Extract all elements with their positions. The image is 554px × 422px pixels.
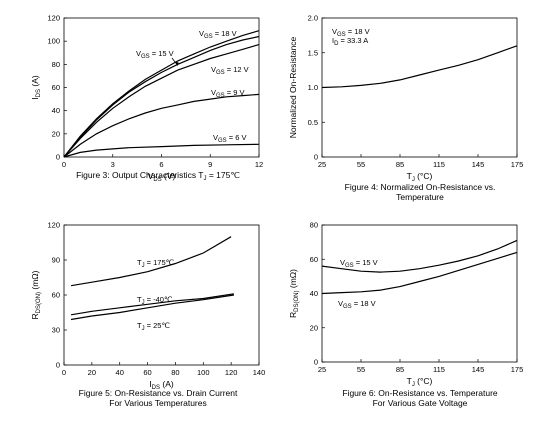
y-tick-label: 80 bbox=[310, 221, 318, 230]
series-line-1 bbox=[70, 236, 232, 287]
y-tick-label: 60 bbox=[52, 83, 60, 92]
y-axis-label: RDS(ON) (mΩ) bbox=[288, 269, 300, 318]
curve-label: VGS = 18 V bbox=[199, 29, 237, 40]
x-tick-label: 140 bbox=[253, 368, 266, 377]
curve-label: VGS = 12 V bbox=[211, 65, 249, 76]
x-tick-label: 175 bbox=[511, 365, 524, 374]
x-axis-label: TJ (°C) bbox=[407, 376, 433, 388]
series-line-2 bbox=[70, 293, 234, 316]
y-tick-label: 0 bbox=[314, 358, 318, 367]
series-line-2 bbox=[63, 35, 260, 158]
x-axis-label: VDS (V) bbox=[148, 171, 176, 183]
x-tick-label: 25 bbox=[318, 160, 326, 169]
x-tick-label: 85 bbox=[396, 365, 404, 374]
y-tick-label: 1.5 bbox=[308, 48, 318, 57]
x-tick-label: 80 bbox=[171, 368, 179, 377]
x-tick-label: 145 bbox=[472, 160, 485, 169]
series-line-4 bbox=[63, 93, 260, 158]
x-axis-label: IDS (A) bbox=[149, 379, 174, 391]
y-tick-label: 0 bbox=[56, 361, 60, 370]
label-pointer-line bbox=[171, 57, 179, 66]
curve-label: TJ = -40℃ bbox=[137, 295, 173, 306]
x-tick-label: 115 bbox=[433, 365, 445, 374]
y-tick-label: 0.5 bbox=[308, 118, 318, 127]
curve-label: VGS = 15 V bbox=[136, 49, 174, 60]
y-tick-label: 60 bbox=[310, 255, 318, 264]
x-tick-label: 55 bbox=[357, 365, 365, 374]
chart-on-resistance-vs-temperature: 25 55 85 115 145 175 0 20 40 60 80 TJ (°C) RDS(ON) (… bbox=[288, 221, 523, 409]
series-line-3 bbox=[70, 294, 234, 321]
y-tick-label: 80 bbox=[52, 60, 60, 69]
x-tick-label: 0 bbox=[62, 160, 66, 169]
plot-frame bbox=[321, 224, 518, 363]
x-tick-label: 40 bbox=[116, 368, 124, 377]
x-tick-label: 25 bbox=[318, 365, 326, 374]
x-tick-label: 145 bbox=[472, 365, 485, 374]
figure-caption-line: Figure 6: On-Resistance vs. Temperature bbox=[342, 388, 498, 398]
y-axis-label: IDS (A) bbox=[30, 75, 42, 100]
curve-label: VGS = 15 V bbox=[340, 258, 378, 269]
y-axis-label: Normalized On-Resistance bbox=[288, 36, 298, 138]
x-tick-label: 6 bbox=[159, 160, 163, 169]
x-tick-label: 3 bbox=[111, 160, 115, 169]
series-line-2 bbox=[321, 251, 518, 295]
x-tick-label: 9 bbox=[208, 160, 212, 169]
x-tick-label: 115 bbox=[433, 160, 445, 169]
x-tick-label: 20 bbox=[88, 368, 96, 377]
y-tick-label: 2.0 bbox=[308, 14, 318, 23]
figure-caption-line: Figure 5: On-Resistance vs. Drain Curren… bbox=[79, 388, 238, 398]
chart-on-resistance-vs-current: 0 20 40 60 80 100 120 140 0 30 60 90 120 IDS (A) RDS(O… bbox=[30, 221, 265, 409]
x-tick-label: 85 bbox=[396, 160, 404, 169]
x-tick-label: 0 bbox=[62, 368, 66, 377]
x-tick-label: 175 bbox=[511, 160, 524, 169]
y-axis-label: RDS(ON) (mΩ) bbox=[30, 270, 42, 319]
y-tick-label: 30 bbox=[52, 326, 60, 335]
y-tick-label: 40 bbox=[310, 289, 318, 298]
x-axis-label: TJ (°C) bbox=[407, 171, 433, 183]
figure-caption-line: For Various Temperatures bbox=[109, 398, 206, 408]
y-tick-label: 0 bbox=[314, 153, 318, 162]
y-tick-label: 90 bbox=[52, 256, 60, 265]
y-tick-label: 40 bbox=[52, 106, 60, 115]
y-tick-label: 0 bbox=[56, 153, 60, 162]
x-tick-label: 120 bbox=[225, 368, 238, 377]
x-tick-label: 60 bbox=[143, 368, 151, 377]
curve-label: VGS = 6 V bbox=[213, 133, 247, 144]
figure-caption-line: Figure 4: Normalized On-Resistance vs. bbox=[345, 182, 496, 192]
y-tick-label: 1.0 bbox=[308, 83, 318, 92]
chart-normalized-on-resistance: 25 55 85 115 145 175 0 0.5 1.0 1.5 2.0 TJ (°C) Norma… bbox=[288, 14, 523, 203]
series-line-5 bbox=[63, 143, 260, 158]
series-line-3 bbox=[63, 44, 260, 158]
curve-label: VGS = 9 V bbox=[211, 88, 245, 99]
label-pointer-arrowhead bbox=[174, 61, 179, 66]
figure-caption-line: For Various Gate Voltage bbox=[373, 398, 468, 408]
series-line-1 bbox=[321, 45, 518, 89]
y-tick-label: 20 bbox=[52, 129, 60, 138]
legend-entry: ID = 33.3 A bbox=[332, 36, 368, 47]
curve-label: VGS = 18 V bbox=[338, 299, 376, 310]
y-tick-label: 120 bbox=[47, 14, 60, 23]
y-tick-label: 100 bbox=[47, 37, 60, 46]
curve-label: TJ = 175℃ bbox=[137, 258, 175, 269]
y-tick-label: 60 bbox=[52, 291, 60, 300]
curve-label: TJ = 25℃ bbox=[137, 321, 170, 332]
y-tick-label: 120 bbox=[47, 221, 60, 230]
figure-caption: Figure 3: Output Characteristics TJ = 17… bbox=[76, 170, 240, 182]
y-tick-label: 20 bbox=[310, 323, 318, 332]
legend-entry: VGS = 18 V bbox=[332, 27, 370, 38]
figure-caption-line: Temperature bbox=[396, 192, 444, 202]
x-tick-label: 100 bbox=[197, 368, 210, 377]
x-tick-label: 12 bbox=[255, 160, 263, 169]
series-line-1 bbox=[63, 30, 260, 158]
series-line-1 bbox=[321, 239, 518, 273]
x-tick-label: 55 bbox=[357, 160, 365, 169]
